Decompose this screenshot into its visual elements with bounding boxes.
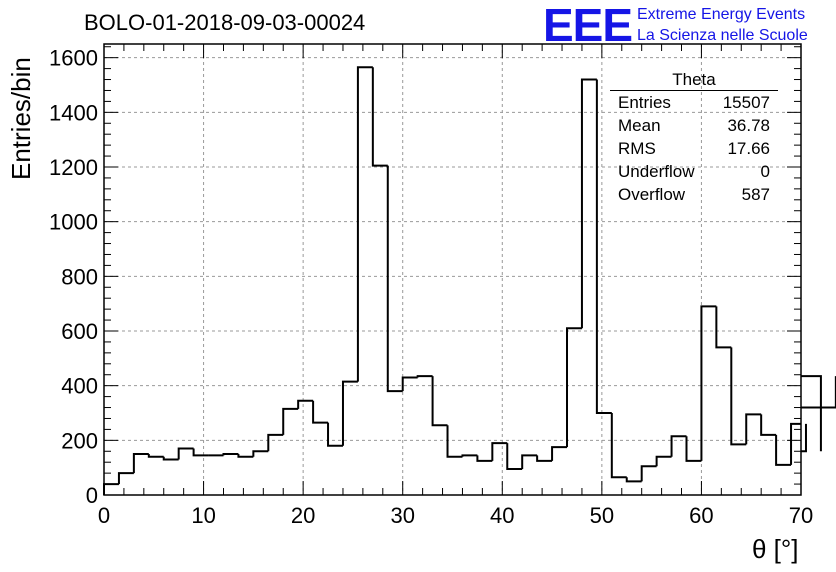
histogram-bin <box>341 380 358 446</box>
y-tick-label: 400 <box>61 374 98 399</box>
histogram-bin <box>715 306 732 349</box>
y-tick-label: 200 <box>61 428 98 453</box>
histogram-bin <box>416 375 433 378</box>
histogram-bin <box>610 413 627 479</box>
histogram-bin <box>267 433 284 452</box>
histogram-bin <box>790 422 801 465</box>
histogram-bin <box>282 407 299 435</box>
x-tick-label: 40 <box>490 503 514 528</box>
histogram-bin <box>312 400 329 424</box>
histogram-bin <box>551 446 568 461</box>
y-axis-label: Entries/bin <box>6 57 36 180</box>
histogram-bin <box>775 434 792 466</box>
histogram-bin <box>446 425 463 458</box>
stats-value: 15507 <box>722 93 770 112</box>
x-tick-label: 30 <box>390 503 414 528</box>
histogram-bin <box>162 456 179 461</box>
stats-row-entries: Entries 15507 <box>610 91 778 114</box>
stats-value: 36.78 <box>727 116 770 135</box>
histogram-bin <box>760 414 777 436</box>
histogram-bin <box>625 477 642 483</box>
x-axis-label: θ [°] <box>752 534 799 564</box>
x-tick-label: 50 <box>590 503 614 528</box>
x-tick-label: 20 <box>291 503 315 528</box>
stats-value: 587 <box>741 185 770 204</box>
y-tick-label: 1400 <box>49 100 98 125</box>
y-tick-label: 1200 <box>49 155 98 180</box>
x-tick-label: 70 <box>789 503 813 528</box>
histogram-bin <box>192 448 209 457</box>
logo-caption: Extreme Energy Events La Scienza nelle S… <box>637 4 808 46</box>
y-tick-label: 0 <box>86 483 98 508</box>
stats-label: Entries <box>618 93 671 112</box>
histogram-bin <box>147 454 164 458</box>
histogram-bin <box>580 78 597 329</box>
histogram-bin <box>103 483 119 495</box>
stats-value: 0 <box>760 162 770 181</box>
histogram-bin <box>327 422 343 447</box>
histogram-bin <box>640 465 657 482</box>
y-tick-label: 800 <box>61 264 98 289</box>
histogram-bin <box>386 165 403 393</box>
histogram-bin <box>595 79 612 414</box>
histogram-bin <box>655 455 672 467</box>
stats-box-title: Theta <box>610 70 778 91</box>
stats-label: Overflow <box>618 185 686 204</box>
y-tick-label: 1600 <box>49 46 98 71</box>
stats-label: RMS <box>618 139 656 158</box>
histogram-bin <box>371 67 388 167</box>
histogram-bin <box>222 453 239 456</box>
stats-label: Underflow <box>618 162 695 181</box>
stats-label: Mean <box>618 116 661 135</box>
histogram-bin <box>297 399 314 409</box>
logo-line-2: La Scienza nelle Scuole <box>637 27 808 44</box>
histogram-bin <box>506 443 523 471</box>
x-tick-label: 10 <box>191 503 215 528</box>
histogram-bin <box>237 454 254 458</box>
x-tick-label: 0 <box>98 503 110 528</box>
plot-frame <box>103 43 802 496</box>
histogram-bin <box>536 455 553 462</box>
histogram-bin <box>730 347 747 446</box>
stats-row-mean: Mean 36.78 <box>610 114 778 137</box>
x-tick-label: 60 <box>689 503 713 528</box>
histogram-bin <box>461 454 478 457</box>
eee-logo: EEE <box>543 0 633 51</box>
stats-row-rms: RMS 17.66 <box>610 137 778 160</box>
histogram-bin <box>401 376 418 392</box>
histogram-bin <box>117 472 134 485</box>
histogram-bin <box>670 435 687 457</box>
logo-line-1: Extreme Energy Events <box>637 6 806 23</box>
histogram-bin <box>252 450 269 457</box>
histogram-bin <box>521 454 538 470</box>
histogram-bin <box>801 423 807 453</box>
histogram-bin <box>801 376 836 409</box>
histogram-bin <box>356 66 373 382</box>
histogram-bin <box>700 305 717 461</box>
stats-box: Theta Entries 15507 Mean 36.78 RMS 17.66 Un… <box>610 70 778 206</box>
y-tick-label: 1000 <box>49 210 98 235</box>
y-tick-label: 600 <box>61 319 98 344</box>
histogram-bin <box>685 436 702 462</box>
histogram-bin <box>745 413 762 445</box>
histogram-bin <box>132 453 149 474</box>
histogram-bin <box>491 442 508 461</box>
stats-row-underflow: Underflow 0 <box>610 160 778 183</box>
stats-value: 17.66 <box>727 139 770 158</box>
chart-title: BOLO-01-2018-09-03-00024 <box>84 10 366 35</box>
stats-row-overflow: Overflow 587 <box>610 183 778 206</box>
histogram-bin <box>801 375 822 452</box>
histogram-bin <box>476 455 493 462</box>
histogram-bin <box>566 327 582 448</box>
histogram-bin <box>177 447 194 460</box>
histogram-bin <box>431 376 448 427</box>
